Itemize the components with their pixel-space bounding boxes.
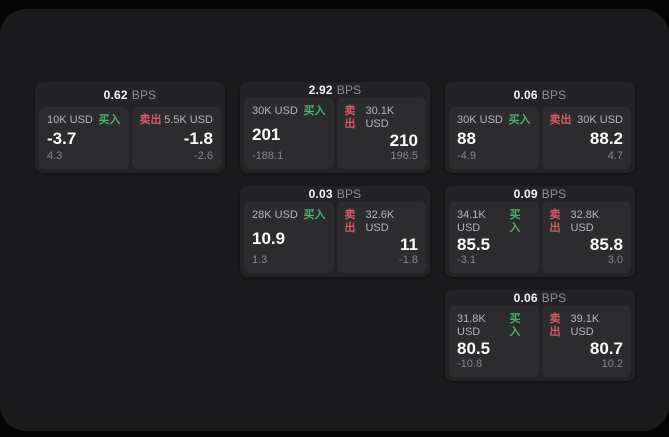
card-header: 0.09 BPS [445, 186, 635, 202]
sell-amount: 39.1K USD [570, 313, 600, 338]
buy-label: 买入 [509, 313, 521, 338]
sell-price: 85.8 [589, 235, 623, 254]
bps-unit-label: BPS [541, 87, 567, 102]
buy-label: 买入 [303, 105, 326, 117]
buy-price: 10.9 [252, 228, 286, 248]
buy-panel[interactable]: 34.1K USD 买入 85.5 -3.1 [449, 202, 539, 273]
sell-sub-value: -2.6 [194, 150, 213, 162]
sell-label: 卖出 [344, 105, 356, 130]
buy-price: 85.5 [457, 235, 491, 254]
sell-sub-value: 4.7 [607, 150, 623, 162]
quote-card: 0.06 BPS 30K USD 买入 88 -4.9 卖出 30K USD [445, 82, 635, 173]
bps-value: 0.03 [308, 187, 333, 201]
sell-price: 80.7 [589, 339, 623, 358]
panel-row: 30K USD 买入 201 -188.1 卖出 30.1K USD 210 1… [240, 98, 430, 173]
buy-sub-value: -3.1 [457, 254, 476, 266]
sell-price: 88.2 [589, 129, 623, 148]
sell-amount: 30K USD [577, 114, 623, 126]
bps-unit-label: BPS [336, 187, 362, 201]
bps-value: 0.06 [513, 291, 538, 305]
sell-sub-value: 3.0 [607, 254, 623, 266]
buy-sub-value: 4.3 [47, 150, 63, 162]
buy-panel[interactable]: 30K USD 买入 201 -188.1 [244, 98, 334, 169]
sell-amount: 32.6K USD [365, 209, 395, 234]
buy-label: 买入 [508, 114, 531, 126]
buy-amount: 34.1K USD [457, 209, 486, 234]
sell-label: 卖出 [139, 114, 162, 126]
buy-price: 88 [457, 129, 476, 148]
sell-price: 11 [400, 235, 418, 254]
sell-panel[interactable]: 卖出 32.6K USD 11 -1.8 [336, 202, 426, 273]
bps-unit-label: BPS [541, 187, 567, 201]
buy-price: 80.5 [457, 339, 491, 358]
buy-label: 买入 [303, 209, 326, 221]
bps-value: 0.09 [513, 187, 538, 201]
quote-card-grid: 0.62 BPS 10K USD 买入 -3.7 4.3 卖出 5.5K USD [35, 82, 635, 381]
buy-amount: 30K USD [457, 114, 503, 126]
quote-card: 0.62 BPS 10K USD 买入 -3.7 4.3 卖出 5.5K USD [35, 82, 225, 173]
app-panel: 0.62 BPS 10K USD 买入 -3.7 4.3 卖出 5.5K USD [0, 9, 669, 431]
sell-panel[interactable]: 卖出 30K USD 88.2 4.7 [541, 107, 631, 169]
sell-amount: 30.1K USD [365, 105, 395, 130]
panel-row: 10K USD 买入 -3.7 4.3 卖出 5.5K USD -1.8 -2.… [35, 107, 225, 173]
buy-sub-value: -10.8 [457, 358, 483, 370]
sell-price: -1.8 [183, 129, 213, 148]
quote-card: 0.03 BPS 28K USD 买入 10.9 1.3 卖出 32.6K US… [240, 186, 430, 277]
sell-panel[interactable]: 卖出 5.5K USD -1.8 -2.6 [131, 107, 221, 169]
sell-amount: 32.8K USD [570, 209, 600, 234]
sell-amount: 5.5K USD [164, 114, 213, 126]
bps-value: 2.92 [308, 83, 333, 97]
sell-sub-value: 196.5 [390, 150, 418, 162]
card-header: 0.06 BPS [445, 290, 635, 306]
sell-panel[interactable]: 卖出 30.1K USD 210 196.5 [336, 98, 426, 169]
card-header: 2.92 BPS [240, 82, 430, 98]
card-header: 0.06 BPS [445, 82, 635, 107]
buy-sub-value: -4.9 [457, 150, 476, 162]
buy-amount: 28K USD [252, 209, 298, 221]
sell-sub-value: 10.2 [601, 358, 623, 370]
buy-amount: 31.8K USD [457, 313, 486, 338]
sell-sub-value: -1.8 [399, 254, 418, 266]
buy-amount: 10K USD [47, 114, 93, 126]
card-header: 0.03 BPS [240, 186, 430, 202]
buy-panel[interactable]: 31.8K USD 买入 80.5 -10.8 [449, 306, 539, 377]
buy-panel[interactable]: 30K USD 买入 88 -4.9 [449, 107, 539, 169]
sell-label: 卖出 [549, 313, 561, 338]
bps-value: 0.62 [103, 87, 128, 102]
sell-panel[interactable]: 卖出 39.1K USD 80.7 10.2 [541, 306, 631, 377]
bps-unit-label: BPS [336, 83, 362, 97]
sell-label: 卖出 [344, 209, 356, 234]
buy-label: 买入 [98, 114, 121, 126]
sell-price: 210 [389, 131, 418, 150]
buy-panel[interactable]: 28K USD 买入 10.9 1.3 [244, 202, 334, 273]
panel-row: 30K USD 买入 88 -4.9 卖出 30K USD 88.2 4.7 [445, 107, 635, 173]
sell-label: 卖出 [549, 209, 561, 234]
bps-value: 0.06 [513, 87, 538, 102]
quote-card: 2.92 BPS 30K USD 买入 201 -188.1 卖出 30.1K … [240, 82, 430, 173]
quote-card: 0.09 BPS 34.1K USD 买入 85.5 -3.1 卖出 32.8K… [445, 186, 635, 277]
buy-label: 买入 [509, 209, 521, 234]
bps-unit-label: BPS [131, 87, 157, 102]
buy-price: 201 [252, 124, 281, 144]
sell-panel[interactable]: 卖出 32.8K USD 85.8 3.0 [541, 202, 631, 273]
panel-row: 34.1K USD 买入 85.5 -3.1 卖出 32.8K USD 85.8… [445, 202, 635, 277]
buy-amount: 30K USD [252, 105, 298, 117]
panel-row: 31.8K USD 买入 80.5 -10.8 卖出 39.1K USD 80.… [445, 306, 635, 381]
buy-price: -3.7 [47, 129, 77, 148]
panel-row: 28K USD 买入 10.9 1.3 卖出 32.6K USD 11 -1.8 [240, 202, 430, 277]
bps-unit-label: BPS [541, 291, 567, 305]
quote-card: 0.06 BPS 31.8K USD 买入 80.5 -10.8 卖出 39.1… [445, 290, 635, 381]
sell-label: 卖出 [549, 114, 572, 126]
buy-sub-value: 1.3 [252, 254, 268, 266]
buy-panel[interactable]: 10K USD 买入 -3.7 4.3 [39, 107, 129, 169]
buy-sub-value: -188.1 [252, 150, 284, 162]
card-header: 0.62 BPS [35, 82, 225, 107]
